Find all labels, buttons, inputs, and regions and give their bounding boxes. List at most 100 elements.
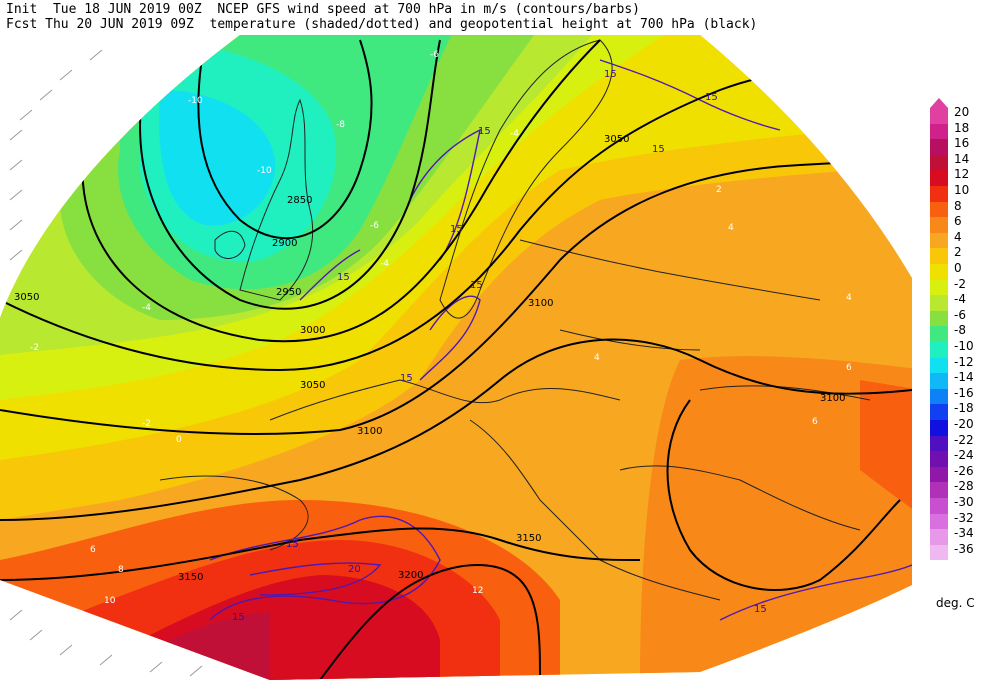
height-contours [0,39,912,680]
height-label: 3050 [14,292,39,303]
init-time: Init Tue 18 JUN 2019 00Z [6,2,202,17]
temp-label: 6 [812,417,818,427]
colorbar-swatch [930,466,948,483]
colorbar-label: 10 [954,183,970,197]
height-label: 3100 [820,393,845,404]
temp-label: 4 [728,223,734,233]
temp-label: -4 [510,129,519,139]
colorbar-swatch [930,217,948,233]
colorbar-swatch [930,388,948,405]
colorbar-swatch [930,342,948,358]
height-label: 2900 [272,238,297,249]
colorbar-label: -14 [954,370,974,385]
wind-label: 15 [450,224,463,235]
colorbar-label: -12 [954,354,974,369]
colorbar-label: 8 [954,198,962,213]
colorbar-label: -34 [954,526,974,541]
temp-label: -6 [430,50,439,60]
temp-label: 6 [846,363,852,373]
temp-label: 8 [118,565,124,575]
height-label: 3100 [357,426,382,437]
colorbar-swatch [930,513,948,530]
height-label: 3000 [300,325,325,336]
temp-label: 10 [104,596,116,606]
colorbar-swatch [930,186,948,202]
height-label: 3050 [604,134,629,145]
temp-label: 12 [472,586,483,596]
colorbar-label: -16 [954,385,974,400]
wind-label: 15 [478,126,491,137]
colorbar-label: -30 [954,495,974,509]
colorbar-swatch [930,373,948,389]
colorbar-label: 4 [954,229,962,244]
colorbar-label: -24 [954,448,974,463]
colorbar-label: -8 [954,323,966,338]
temp-label: -6 [370,221,379,231]
height-label: 3150 [178,572,203,583]
temp-label: -4 [380,259,389,269]
colorbar-label: -32 [954,510,974,525]
header-line-1: Init Tue 18 JUN 2019 00Z NCEP GFS wind s… [6,2,640,18]
map-title: NCEP GFS wind speed at 700 hPa in m/s (c… [217,2,640,17]
wind-label: 15 [400,373,413,384]
colorbar-swatch [930,232,948,249]
height-label: 3100 [528,298,553,309]
wind-labels: 15 15 15 15 15 15 15 15 20 15 15 15 [232,69,767,623]
colorbar-label: 16 [954,136,970,151]
height-label: 2950 [276,287,301,298]
colorbar-units: deg. C [936,596,975,610]
wind-barbs [9,49,203,677]
temp-label: -10 [188,96,203,106]
colorbar-swatch [930,310,948,327]
colorbar-swatch [930,264,948,280]
colorbar-label: 18 [954,120,970,135]
colorbar-swatch [930,498,948,514]
colorbar-swatch [930,544,948,561]
coastlines [159,39,871,601]
height-labels: 2850 2900 2950 3000 3050 3050 3050 3100 … [14,134,845,583]
colorbar-swatch [930,451,948,467]
colorbar-swatch [930,529,948,545]
colorbar-swatch [930,108,948,124]
colorbar-swatch [930,435,948,452]
wind-label: 15 [754,604,767,615]
wind-label: 15 [705,92,718,103]
colorbar-label: 0 [954,261,962,275]
colorbar-swatch [930,248,948,264]
colorbar-label: -28 [954,479,974,494]
colorbar-label: -22 [954,432,974,447]
temp-label: -4 [142,303,151,313]
wind-label: 20 [348,564,361,575]
colorbar-swatch [930,279,948,296]
temp-label: 2 [716,185,722,195]
colorbar-swatch [930,123,948,140]
height-label: 3150 [516,533,541,544]
height-label: 3050 [300,380,325,391]
colorbar-swatch [930,295,948,311]
colorbar-swatch [930,170,948,186]
forecast-time: Fcst Thu 20 JUN 2019 09Z [6,17,194,32]
colorbar-swatch [930,201,948,218]
wind-label: 15 [470,280,483,291]
wind-label: 15 [652,144,665,155]
colorbar-label: 2 [954,245,962,260]
temp-label: -2 [30,343,39,353]
colorbar-swatch [930,404,948,420]
height-label: 2850 [287,195,312,206]
temp-label: 0 [176,435,182,445]
wind-label: 15 [232,612,245,623]
colorbar-label: 6 [954,214,962,229]
wind-label: 15 [286,539,299,550]
colorbar-label: 14 [954,151,970,166]
wind-label: 15 [337,272,350,283]
colorbar-swatch [930,326,948,342]
temp-label: -10 [257,166,272,176]
colorbar-arrow-icon [930,98,948,108]
colorbar-swatch [930,357,948,374]
map-subtitle: temperature (shaded/dotted) and geopoten… [209,17,758,32]
colorbar-label: -36 [954,541,974,556]
header-line-2: Fcst Thu 20 JUN 2019 09Z temperature (sh… [6,17,757,33]
colorbar-label: -4 [954,292,966,307]
colorbar-label: -18 [954,401,974,416]
